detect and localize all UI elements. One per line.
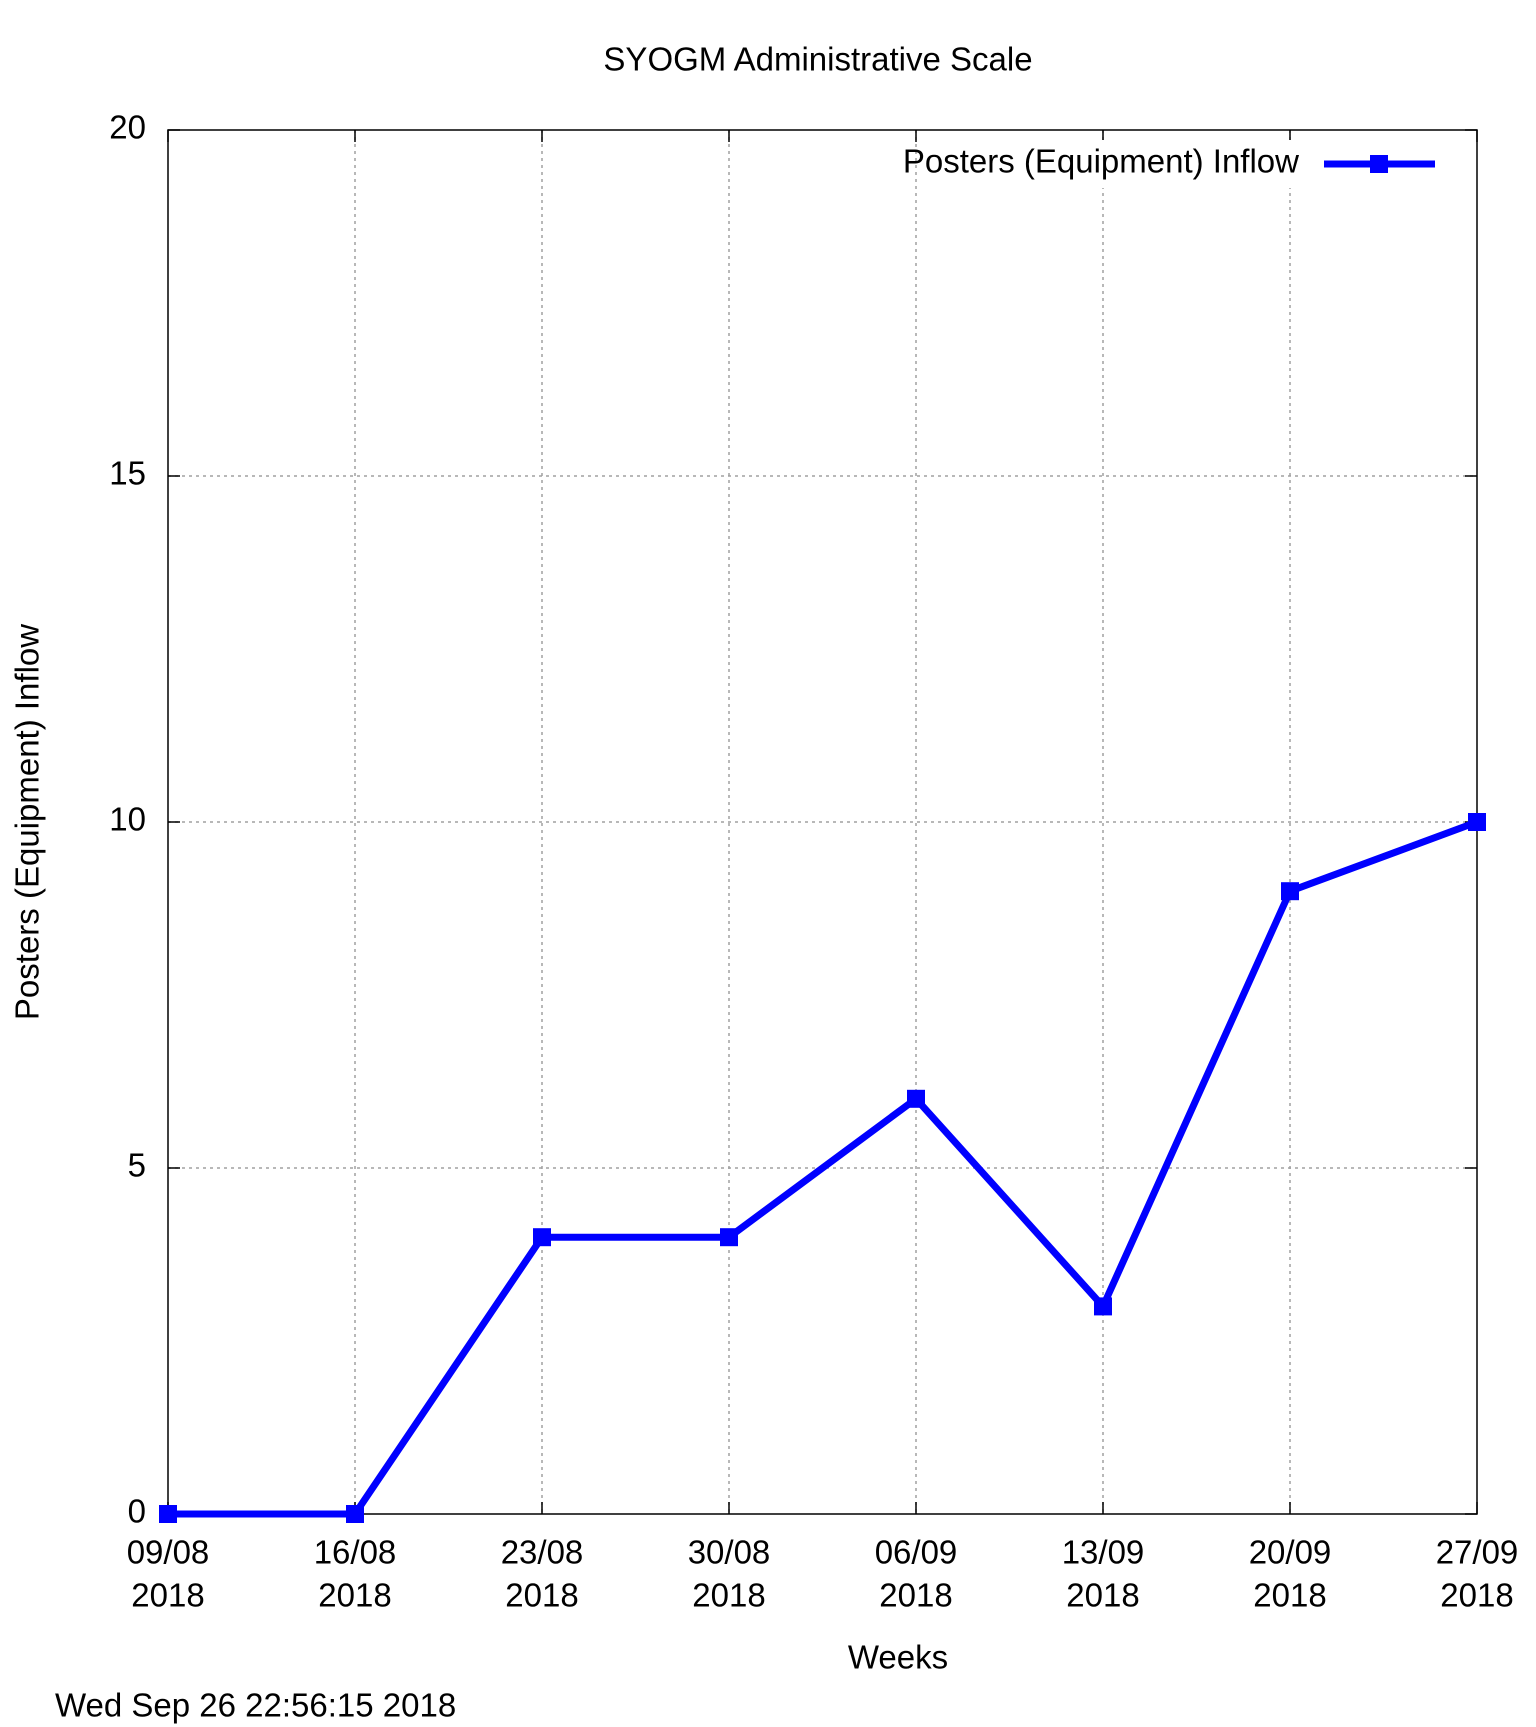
x-tick-label: 09/08 <box>127 1534 210 1571</box>
x-tick-label: 2018 <box>1066 1577 1139 1614</box>
data-point <box>346 1505 364 1523</box>
x-tick-label: 27/09 <box>1436 1534 1519 1571</box>
legend-label: Posters (Equipment) Inflow <box>903 143 1299 180</box>
x-tick-label: 13/09 <box>1062 1534 1145 1571</box>
data-point <box>159 1505 177 1523</box>
y-tick-label: 20 <box>109 109 146 146</box>
x-tick-label: 06/09 <box>875 1534 958 1571</box>
x-tick-label: 2018 <box>505 1577 578 1614</box>
x-tick-label: 30/08 <box>688 1534 771 1571</box>
data-point <box>1094 1297 1112 1316</box>
x-tick-label: 2018 <box>1253 1577 1326 1614</box>
data-point <box>720 1228 738 1247</box>
x-tick-label: 2018 <box>879 1577 952 1614</box>
y-tick-label: 15 <box>109 455 146 492</box>
data-point <box>1281 882 1299 901</box>
data-point <box>907 1089 925 1108</box>
x-tick-label: 2018 <box>131 1577 204 1614</box>
data-line <box>168 818 1479 1518</box>
data-point <box>1468 813 1486 831</box>
x-tick-label: 2018 <box>318 1577 391 1614</box>
chart-title: SYOGM Administrative Scale <box>603 41 1032 78</box>
x-axis-label: Weeks <box>848 1639 948 1676</box>
y-axis-label: Posters (Equipment) Inflow <box>9 624 46 1020</box>
x-tick-label: 2018 <box>1440 1577 1513 1614</box>
y-tick-label: 10 <box>109 801 146 838</box>
data-point <box>533 1228 551 1247</box>
x-tick-label: 23/08 <box>501 1534 584 1571</box>
legend-marker <box>1370 155 1388 173</box>
footer: Wed Sep 26 22:56:15 2018 <box>55 1687 456 1724</box>
x-tick-label: 2018 <box>692 1577 765 1614</box>
y-tick-label: 0 <box>128 1493 146 1530</box>
x-tick-label: 20/09 <box>1249 1534 1332 1571</box>
x-tick-label: 16/08 <box>314 1534 397 1571</box>
y-tick-label: 5 <box>128 1147 146 1184</box>
